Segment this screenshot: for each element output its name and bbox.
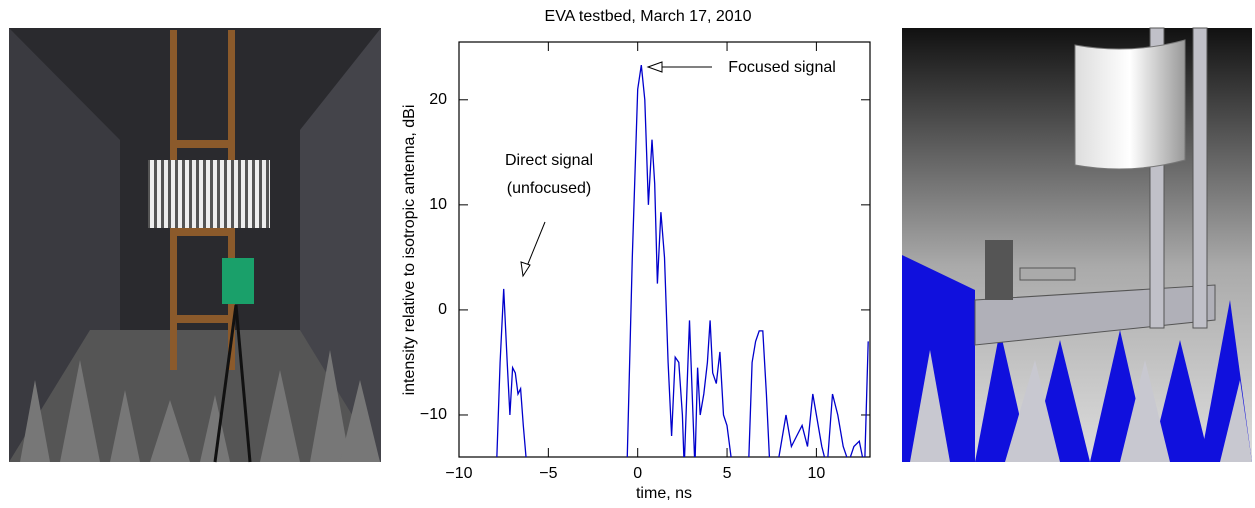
annotation: Direct signal: [505, 152, 593, 169]
y-tick-label: 0: [438, 301, 447, 318]
annotation: Focused signal: [728, 59, 836, 76]
y-tick-label: −10: [420, 406, 447, 423]
line-series: [496, 65, 869, 457]
x-tick-label: 5: [723, 465, 732, 482]
plot-frame: [458, 41, 871, 458]
chart: EVA testbed, March 17, 2010 time, ns int…: [401, 8, 871, 502]
chart-title: EVA testbed, March 17, 2010: [545, 8, 752, 25]
render-image: [902, 27, 1252, 462]
chamber-photo: [9, 28, 381, 463]
y-axis-label: intensity relative to isotropic antenna,…: [401, 105, 418, 396]
x-tick-label: 0: [633, 465, 642, 482]
y-tick-label: 10: [429, 196, 447, 213]
x-tick-label: −10: [445, 465, 472, 482]
annotation: (unfocused): [507, 180, 592, 197]
x-tick-label: −5: [539, 465, 557, 482]
y-tick-label: 20: [429, 91, 447, 108]
x-tick-label: 10: [807, 465, 825, 482]
annotation-arrows: [520, 61, 712, 278]
x-axis-label: time, ns: [636, 485, 692, 502]
